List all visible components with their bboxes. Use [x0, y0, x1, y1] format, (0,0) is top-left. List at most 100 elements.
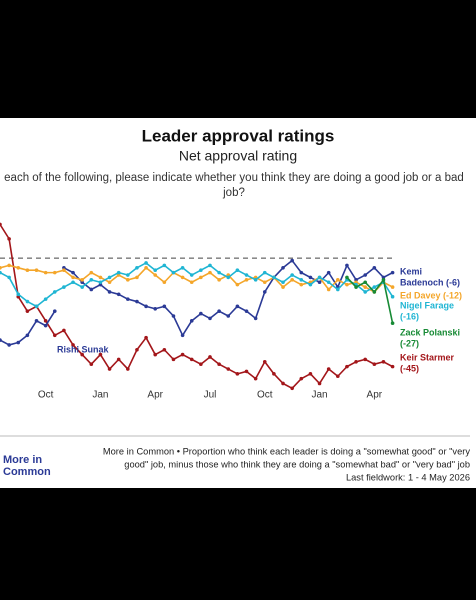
data-point: [317, 280, 322, 285]
data-point: [43, 323, 48, 328]
series-line: [0, 223, 393, 390]
data-point: [89, 287, 94, 292]
data-point: [25, 268, 30, 273]
data-point: [363, 357, 368, 362]
data-point: [153, 273, 158, 277]
data-point: [345, 263, 349, 268]
data-point: [281, 381, 285, 386]
data-point: [171, 270, 176, 275]
data-point: [272, 372, 276, 376]
data-point: [62, 268, 66, 273]
data-point: [80, 352, 84, 357]
note: Last fieldwork: 1 - 4 May 2026: [346, 472, 470, 482]
data-point: [62, 285, 66, 289]
data-point: [244, 278, 249, 282]
data-point: [162, 304, 167, 309]
chart-title: Leader approval ratings: [142, 126, 335, 145]
data-point: [244, 309, 249, 313]
data-point: [135, 275, 139, 280]
data-point: [107, 280, 112, 285]
data-point: [390, 364, 395, 369]
data-point: [244, 369, 249, 374]
x-tick-label: Oct: [38, 390, 54, 401]
data-point: [326, 270, 331, 275]
series-label: Zack Polanski: [400, 327, 460, 337]
data-point: [208, 270, 212, 275]
data-point: [217, 309, 221, 313]
data-point: [7, 343, 11, 347]
data-point: [336, 374, 340, 379]
data-point: [235, 282, 240, 287]
data-point: [253, 376, 258, 381]
data-point: [0, 265, 2, 270]
series-line: [0, 264, 393, 293]
series-line: [346, 276, 394, 324]
series-label: Kemi: [400, 266, 422, 276]
data-point: [290, 273, 294, 277]
x-tick-label: Jan: [92, 390, 108, 401]
series-label: Ed Davey (-12): [400, 290, 462, 300]
data-point: [71, 343, 75, 347]
data-point: [98, 280, 103, 285]
data-point: [363, 285, 368, 289]
data-point: [25, 333, 30, 338]
data-point: [189, 357, 194, 362]
data-point: [308, 282, 313, 287]
x-tick-label: Jul: [204, 390, 217, 401]
x-tick-label: Apr: [147, 390, 163, 401]
data-point: [116, 292, 121, 297]
data-point: [372, 362, 377, 367]
data-point: [290, 258, 294, 263]
series-label: (-45): [400, 363, 419, 373]
data-point: [180, 333, 185, 338]
data-point: [326, 367, 331, 371]
data-point: [317, 381, 322, 386]
data-point: [180, 352, 185, 357]
series-label: Keir Starmer: [400, 352, 455, 362]
data-point: [281, 265, 285, 270]
data-point: [144, 304, 148, 309]
series-label: (-16): [400, 311, 419, 321]
data-point: [16, 292, 21, 297]
data-point: [299, 282, 304, 287]
data-point: [299, 376, 304, 381]
data-point: [89, 270, 94, 275]
data-point: [7, 237, 11, 241]
data-point: [308, 372, 313, 376]
data-point: [226, 275, 231, 280]
series-label: Nigel Farage: [400, 300, 454, 310]
data-point: [7, 275, 11, 280]
data-point: [52, 309, 57, 313]
data-point: [308, 275, 313, 280]
data-point: [226, 367, 231, 371]
data-point: [272, 275, 276, 280]
data-point: [363, 290, 368, 294]
data-point: [345, 364, 349, 369]
data-point: [390, 294, 395, 299]
x-tick-label: Apr: [367, 390, 383, 401]
data-point: [71, 275, 75, 280]
data-point: [372, 285, 377, 289]
data-point: [336, 278, 340, 282]
data-point: [116, 270, 121, 275]
data-point: [235, 268, 240, 273]
data-point: [43, 270, 48, 275]
data-point: [62, 328, 66, 333]
data-point: [299, 278, 304, 282]
data-point: [226, 314, 231, 318]
note: good" job, minus those who think they ar…: [124, 459, 470, 469]
data-point: [43, 297, 48, 301]
data-point: [52, 290, 57, 294]
data-point: [153, 268, 158, 273]
data-point: [16, 340, 21, 345]
data-point: [208, 316, 212, 321]
data-point: [116, 357, 121, 362]
data-point: [107, 275, 112, 280]
data-point: [0, 338, 2, 342]
data-point: [281, 285, 285, 289]
series-label: Rishi Sunak: [57, 344, 110, 354]
data-point: [171, 314, 176, 318]
data-point: [262, 359, 267, 364]
data-point: [80, 285, 84, 289]
data-point: [107, 290, 112, 294]
